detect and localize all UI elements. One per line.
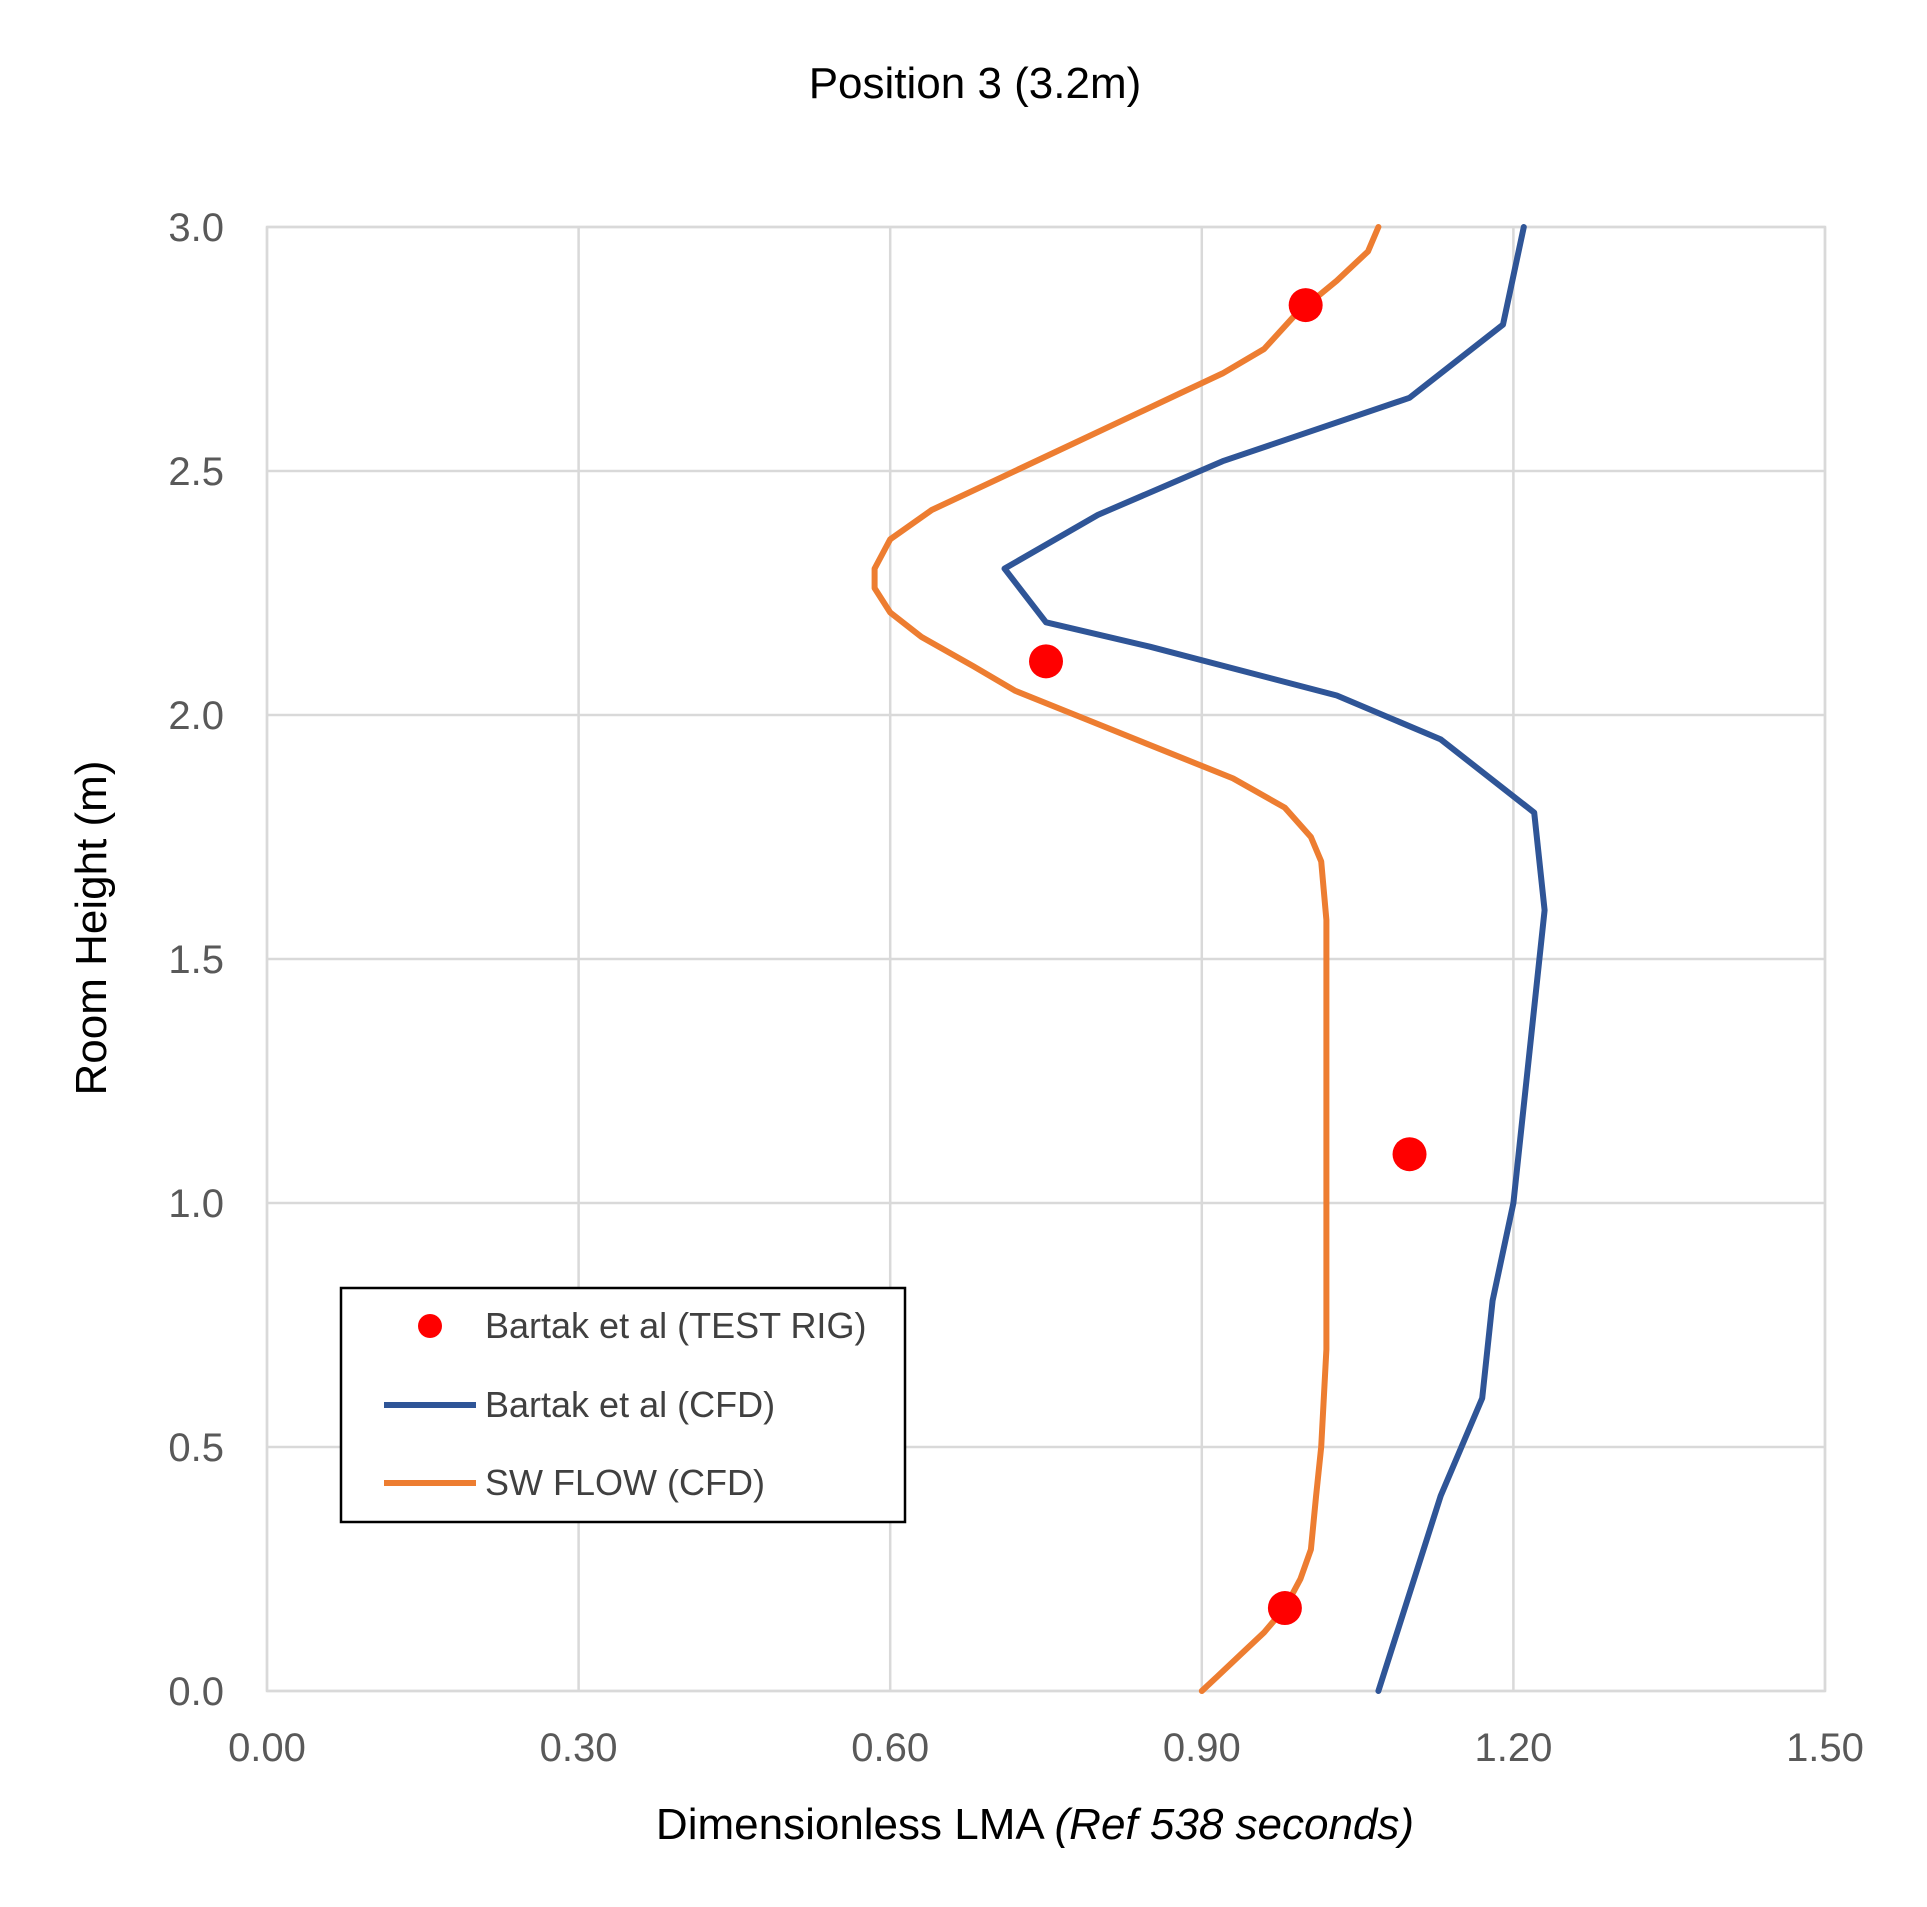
x-tick-label: 0.00 (228, 1726, 306, 1770)
data-point (1029, 644, 1063, 679)
x-tick-label: 0.30 (540, 1726, 618, 1770)
x-axis-label: Dimensionless LMA (Ref 538 seconds) (656, 1800, 1414, 1849)
x-axis-label-main: Dimensionless LMA (656, 1800, 1045, 1849)
x-tick-label: 0.60 (851, 1726, 929, 1770)
x-tick-label: 1.20 (1474, 1726, 1552, 1770)
chart-title: Position 3 (3.2m) (809, 59, 1142, 108)
data-point (1267, 1591, 1302, 1626)
y-tick-label: 1.0 (168, 1182, 224, 1226)
y-tick-label: 2.0 (168, 694, 224, 738)
series-line (871, 224, 1382, 1694)
legend-label-sw-flow: SW FLOW (CFD) (485, 1462, 765, 1503)
x-tick-label: 0.90 (1163, 1726, 1241, 1770)
data-point (1288, 288, 1323, 323)
series-layer (871, 224, 1548, 1694)
y-tick-label: 1.5 (168, 938, 224, 982)
y-tick-label: 0.0 (168, 1670, 224, 1714)
legend-label-bartak-cfd: Bartak et al (CFD) (485, 1384, 775, 1425)
x-axis-label-unit: (Ref 538 seconds) (1055, 1800, 1415, 1849)
legend: Bartak et al (TEST RIG) Bartak et al (CF… (339, 1286, 907, 1524)
series-line (1001, 224, 1548, 1694)
x-tick-label: 1.50 (1786, 1726, 1864, 1770)
legend-marker-test-rig (418, 1314, 442, 1338)
y-axis-ticks: 0.0 0.5 1.0 1.5 2.0 2.5 3.0 (168, 206, 224, 1714)
plot-area (265, 225, 1827, 1693)
y-tick-label: 0.5 (168, 1426, 224, 1470)
y-tick-label: 3.0 (168, 206, 224, 250)
y-tick-label: 2.5 (168, 450, 224, 494)
data-point (1392, 1137, 1427, 1172)
y-axis-label: Room Height (m) (67, 761, 116, 1096)
x-axis-ticks: 0.00 0.30 0.60 0.90 1.20 1.50 (228, 1726, 1864, 1770)
legend-label-test-rig: Bartak et al (TEST RIG) (485, 1305, 866, 1346)
